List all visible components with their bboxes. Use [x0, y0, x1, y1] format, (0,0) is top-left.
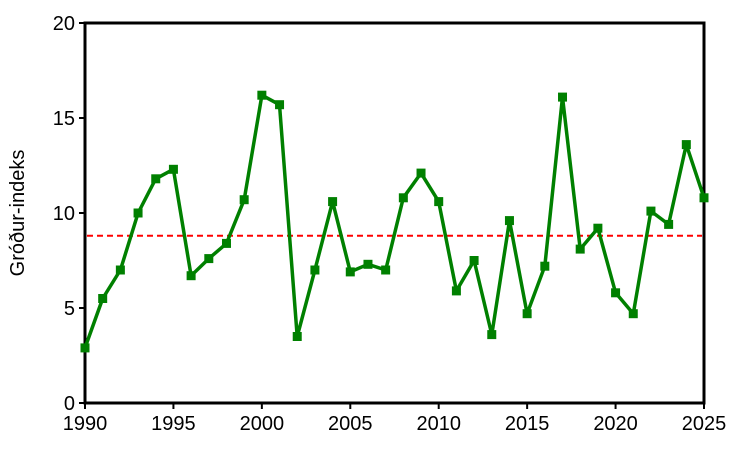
data-point-marker [310, 265, 320, 275]
data-point-marker [416, 168, 426, 178]
data-point-marker [628, 309, 638, 319]
data-point-marker [275, 100, 285, 110]
data-point-marker [699, 193, 709, 203]
data-point-marker [168, 164, 178, 174]
data-point-marker [487, 330, 497, 340]
data-point-marker [593, 223, 603, 233]
x-tick-label: 2025 [682, 413, 727, 435]
data-point-marker [664, 219, 674, 229]
data-point-marker [151, 174, 161, 184]
x-tick-label: 2020 [593, 413, 638, 435]
data-point-marker [381, 265, 391, 275]
data-point-marker [221, 238, 231, 248]
data-point-marker [186, 271, 196, 281]
series-layer [80, 90, 709, 353]
data-point-marker [646, 206, 656, 216]
data-point-marker [239, 195, 249, 205]
plot-area-frame [83, 21, 706, 405]
x-tick-label: 2010 [416, 413, 461, 435]
data-point-marker [80, 343, 90, 353]
x-tick-label: 2000 [240, 413, 285, 435]
y-tick-label: 0 [64, 393, 75, 415]
data-point-marker [681, 140, 691, 150]
data-point-marker [558, 92, 568, 102]
data-point-marker [133, 208, 143, 218]
data-point-marker [292, 332, 302, 341]
data-point-marker [398, 193, 408, 203]
data-point-marker [522, 309, 532, 319]
data-point-marker [345, 267, 355, 277]
data-point-marker [328, 197, 338, 207]
data-point-marker [98, 294, 108, 303]
data-point-marker [434, 197, 444, 207]
ticks-layer: 1990 1995 2000 2005 2010 2015 2020 2025 0 5 10 15 20 [53, 13, 727, 435]
x-tick-label: 1990 [63, 413, 108, 435]
data-point-marker [504, 216, 514, 226]
y-tick-label: 20 [53, 13, 75, 35]
series-line [83, 93, 706, 349]
x-tick-label: 1995 [151, 413, 196, 435]
data-point-marker [257, 90, 267, 100]
data-point-marker [204, 254, 214, 264]
data-point-marker [115, 265, 125, 275]
x-tick-label: 2015 [505, 413, 550, 435]
x-tick-label: 2005 [328, 413, 373, 435]
data-point-marker [575, 244, 585, 254]
data-point-marker [540, 261, 550, 271]
y-tick-label: 15 [53, 108, 75, 130]
y-tick-label: 10 [53, 203, 75, 225]
y-tick-label: 5 [64, 298, 75, 320]
data-point-marker [363, 259, 373, 269]
data-point-marker [451, 286, 461, 296]
data-point-marker [611, 288, 621, 298]
y-axis-title: Gróður-indeks [7, 150, 29, 277]
data-point-marker [469, 256, 479, 265]
